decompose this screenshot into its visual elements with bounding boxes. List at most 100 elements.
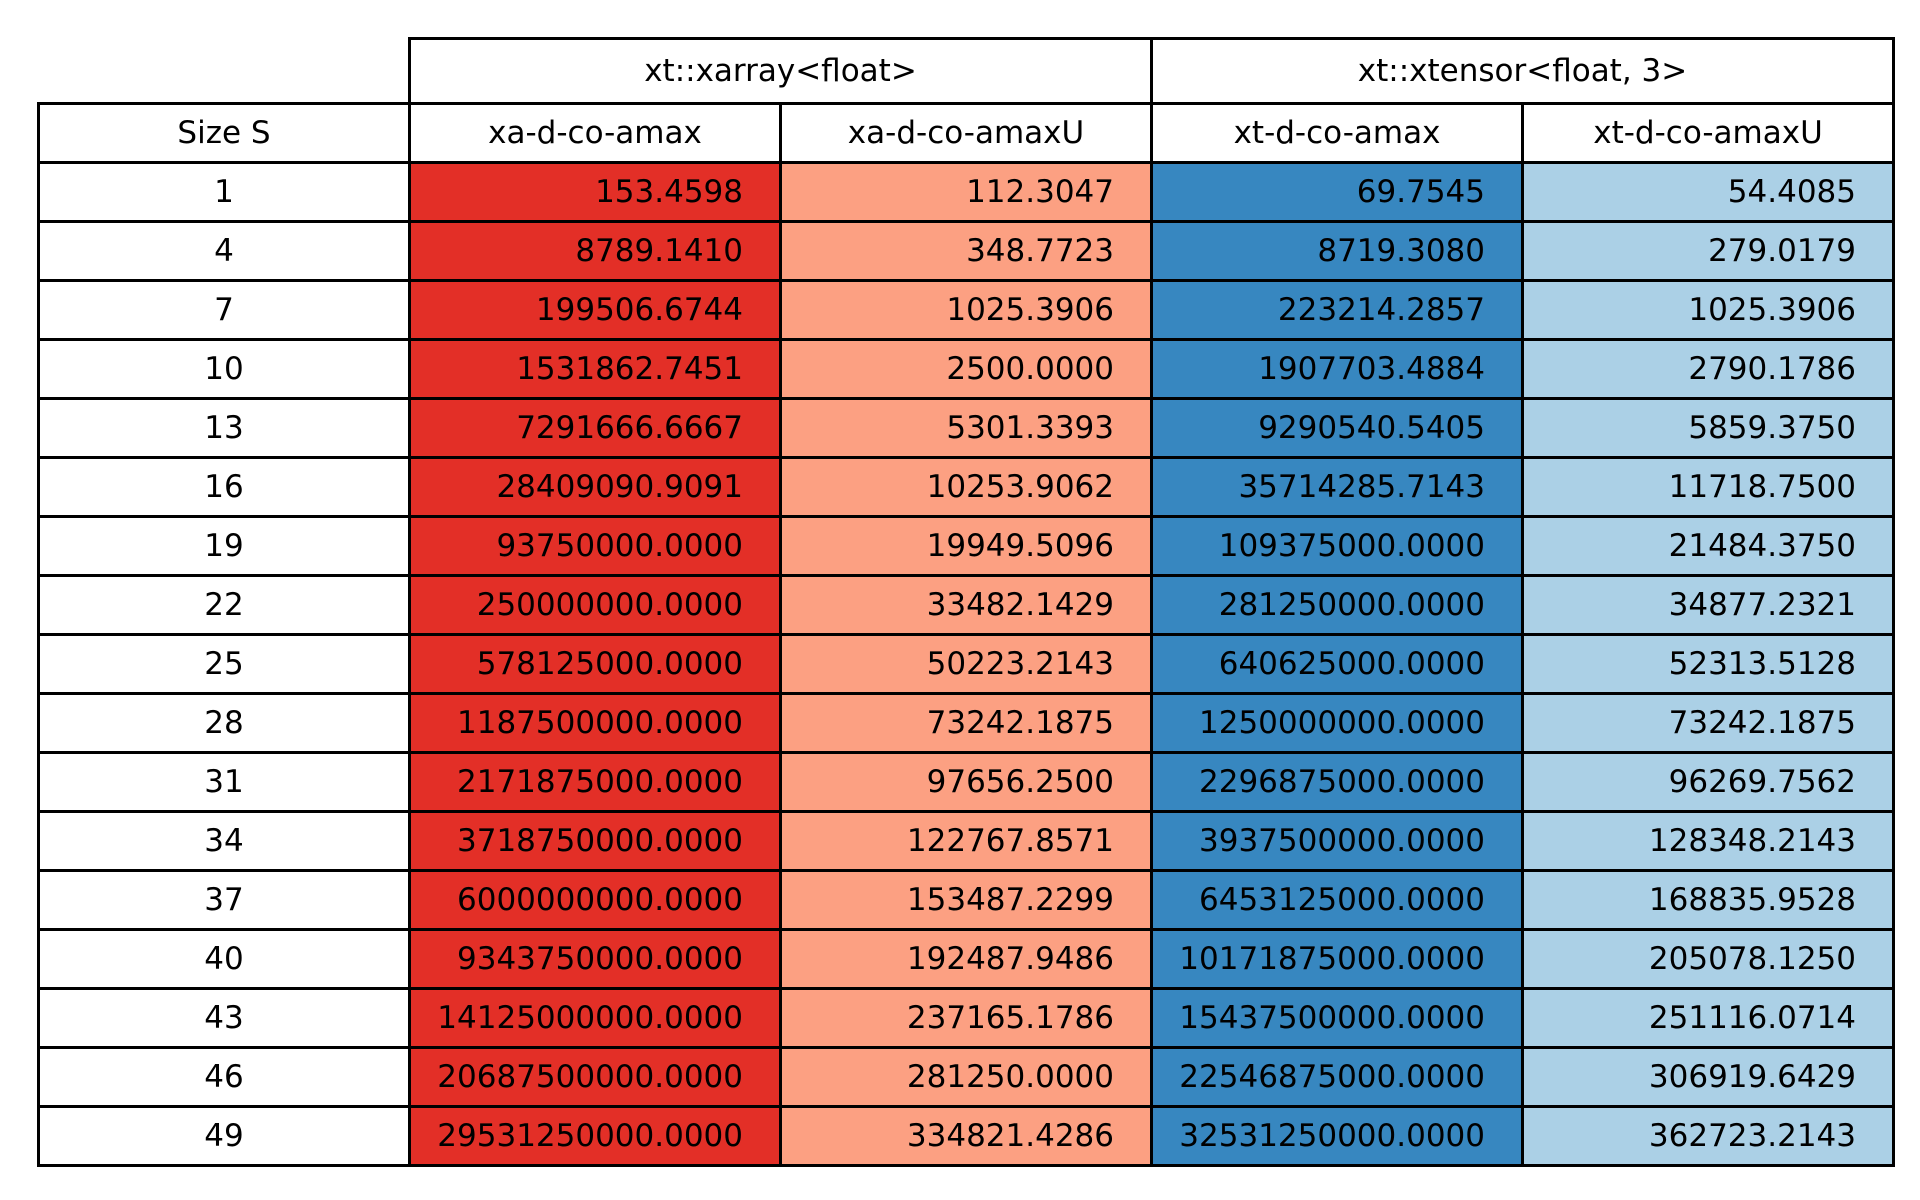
xt-amax-cell: 640625000.0000	[1150, 633, 1524, 695]
xt-amax-cell: 15437500000.0000	[1150, 987, 1524, 1049]
table-row: 37 6000000000.0000 153487.2299 6453125000.0…	[37, 869, 1895, 931]
xt-amaxu-cell: 96269.7562	[1521, 751, 1895, 813]
xa-amaxu-cell: 2500.0000	[779, 338, 1153, 400]
xt-amax-cell: 35714285.7143	[1150, 456, 1524, 518]
xa-amax-cell: 1531862.7451	[408, 338, 782, 400]
xt-amax-cell: 281250000.0000	[1150, 574, 1524, 636]
xa-amaxu-cell: 10253.9062	[779, 456, 1153, 518]
xt-amax-cell: 1250000000.0000	[1150, 692, 1524, 754]
xt-amax-cell: 109375000.0000	[1150, 515, 1524, 577]
xt-amax-cell: 10171875000.0000	[1150, 928, 1524, 990]
xa-amax-cell: 578125000.0000	[408, 633, 782, 695]
size-cell: 31	[37, 751, 411, 813]
xa-amaxu-cell: 237165.1786	[779, 987, 1153, 1049]
size-cell: 19	[37, 515, 411, 577]
table-row: 28 1187500000.0000 73242.1875 1250000000.00…	[37, 692, 1895, 754]
benchmark-table: xt::xarray<float> xt::xtensor<float, 3> …	[37, 37, 1895, 1167]
xa-amaxu-cell: 50223.2143	[779, 633, 1153, 695]
column-header-size: Size S	[37, 102, 411, 164]
size-cell: 40	[37, 928, 411, 990]
size-cell: 7	[37, 279, 411, 341]
column-header-xt-amax: xt-d-co-amax	[1150, 102, 1524, 164]
xt-amax-cell: 22546875000.0000	[1150, 1046, 1524, 1108]
xa-amax-cell: 8789.1410	[408, 220, 782, 282]
table-row: 22 250000000.0000 33482.1429 281250000.0000…	[37, 574, 1895, 636]
xa-amaxu-cell: 112.3047	[779, 161, 1153, 223]
group-header-xtensor: xt::xtensor<float, 3>	[1150, 37, 1895, 105]
size-cell: 16	[37, 456, 411, 518]
xt-amaxu-cell: 54.4085	[1521, 161, 1895, 223]
table-row: 43 14125000000.0000 237165.1786 15437500000…	[37, 987, 1895, 1049]
xa-amax-cell: 14125000000.0000	[408, 987, 782, 1049]
xt-amaxu-cell: 128348.2143	[1521, 810, 1895, 872]
column-header-xa-amax: xa-d-co-amax	[408, 102, 782, 164]
xa-amax-cell: 199506.6744	[408, 279, 782, 341]
table-row: 13 7291666.6667 5301.3393 9290540.5405 5859.…	[37, 397, 1895, 459]
xa-amaxu-cell: 5301.3393	[779, 397, 1153, 459]
size-cell: 25	[37, 633, 411, 695]
size-cell: 4	[37, 220, 411, 282]
size-cell: 43	[37, 987, 411, 1049]
xt-amax-cell: 69.7545	[1150, 161, 1524, 223]
xt-amax-cell: 2296875000.0000	[1150, 751, 1524, 813]
xa-amaxu-cell: 153487.2299	[779, 869, 1153, 931]
size-cell: 37	[37, 869, 411, 931]
xa-amax-cell: 29531250000.0000	[408, 1105, 782, 1167]
xt-amax-cell: 3937500000.0000	[1150, 810, 1524, 872]
xt-amaxu-cell: 362723.2143	[1521, 1105, 1895, 1167]
xt-amax-cell: 32531250000.0000	[1150, 1105, 1524, 1167]
xa-amax-cell: 6000000000.0000	[408, 869, 782, 931]
column-header-xt-amaxu: xt-d-co-amaxU	[1521, 102, 1895, 164]
table-row: 10 1531862.7451 2500.0000 1907703.4884 2790.…	[37, 338, 1895, 400]
xa-amaxu-cell: 33482.1429	[779, 574, 1153, 636]
column-header-row: Size S xa-d-co-amax xa-d-co-amaxU xt-d-c…	[37, 102, 1895, 164]
xa-amax-cell: 93750000.0000	[408, 515, 782, 577]
blank-corner-cell	[38, 38, 411, 105]
xa-amaxu-cell: 348.7723	[779, 220, 1153, 282]
xa-amax-cell: 2171875000.0000	[408, 751, 782, 813]
xt-amax-cell: 9290540.5405	[1150, 397, 1524, 459]
xt-amaxu-cell: 251116.0714	[1521, 987, 1895, 1049]
table-row: 19 93750000.0000 19949.5096 109375000.0000 2…	[37, 515, 1895, 577]
xa-amax-cell: 3718750000.0000	[408, 810, 782, 872]
xt-amaxu-cell: 279.0179	[1521, 220, 1895, 282]
xt-amaxu-cell: 11718.7500	[1521, 456, 1895, 518]
table-row: 16 28409090.9091 10253.9062 35714285.7143 11…	[37, 456, 1895, 518]
table-body: xt::xarray<float> xt::xtensor<float, 3> …	[37, 37, 1895, 1167]
xt-amaxu-cell: 52313.5128	[1521, 633, 1895, 695]
size-cell: 28	[37, 692, 411, 754]
xt-amaxu-cell: 5859.3750	[1521, 397, 1895, 459]
xa-amaxu-cell: 97656.2500	[779, 751, 1153, 813]
xa-amaxu-cell: 281250.0000	[779, 1046, 1153, 1108]
xt-amax-cell: 6453125000.0000	[1150, 869, 1524, 931]
xa-amax-cell: 1187500000.0000	[408, 692, 782, 754]
table-row: 46 20687500000.0000 281250.0000 22546875000…	[37, 1046, 1895, 1108]
size-cell: 22	[37, 574, 411, 636]
column-header-xa-amaxu: xa-d-co-amaxU	[779, 102, 1153, 164]
xa-amaxu-cell: 1025.3906	[779, 279, 1153, 341]
xa-amax-cell: 250000000.0000	[408, 574, 782, 636]
table-row: 49 29531250000.0000 334821.4286 32531250000…	[37, 1105, 1895, 1167]
size-cell: 34	[37, 810, 411, 872]
table-row: 31 2171875000.0000 97656.2500 2296875000.00…	[37, 751, 1895, 813]
xt-amaxu-cell: 1025.3906	[1521, 279, 1895, 341]
xt-amax-cell: 8719.3080	[1150, 220, 1524, 282]
size-cell: 49	[37, 1105, 411, 1167]
xa-amax-cell: 9343750000.0000	[408, 928, 782, 990]
table-row: 4 8789.1410 348.7723 8719.3080 279.0179	[37, 220, 1895, 282]
xt-amaxu-cell: 34877.2321	[1521, 574, 1895, 636]
size-cell: 10	[37, 338, 411, 400]
xa-amaxu-cell: 192487.9486	[779, 928, 1153, 990]
xt-amaxu-cell: 2790.1786	[1521, 338, 1895, 400]
xt-amax-cell: 223214.2857	[1150, 279, 1524, 341]
size-cell: 1	[37, 161, 411, 223]
size-cell: 46	[37, 1046, 411, 1108]
table-row: 40 9343750000.0000 192487.9486 10171875000.…	[37, 928, 1895, 990]
table-row: 34 3718750000.0000 122767.8571 3937500000.0…	[37, 810, 1895, 872]
xa-amaxu-cell: 19949.5096	[779, 515, 1153, 577]
benchmark-table-container: xt::xarray<float> xt::xtensor<float, 3> …	[37, 37, 1895, 1167]
xa-amax-cell: 153.4598	[408, 161, 782, 223]
size-cell: 13	[37, 397, 411, 459]
xa-amax-cell: 20687500000.0000	[408, 1046, 782, 1108]
column-group-row: xt::xarray<float> xt::xtensor<float, 3>	[38, 37, 1895, 105]
